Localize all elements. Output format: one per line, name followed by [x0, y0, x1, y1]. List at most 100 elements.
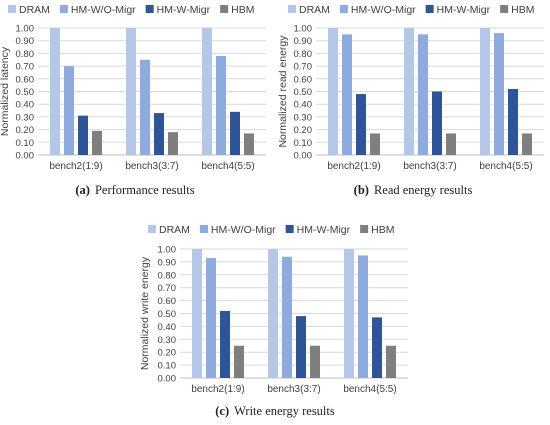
bar-hm-w-migr-bench3-3-7 — [432, 91, 442, 155]
y-tick-label: 0.20 — [16, 125, 35, 136]
bar-hm-w-o-migr-bench3-3-7 — [282, 256, 292, 378]
bar-hbm-bench3-3-7 — [446, 133, 456, 155]
x-tick-label: bench2(1:9) — [191, 384, 244, 395]
bar-hbm-bench2-1-9 — [234, 345, 244, 378]
y-tick-label: 0.30 — [16, 112, 35, 123]
y-axis-label: Normalized read energy — [278, 35, 289, 148]
bar-dram-bench3-3-7 — [404, 28, 414, 155]
legend-swatch-hbm — [360, 225, 369, 233]
y-tick-label: 1.00 — [158, 245, 177, 256]
y-tick-label: 0.90 — [294, 36, 313, 47]
legend-label-hm-w-migr: HM-W-Migr — [297, 224, 351, 236]
y-tick-label: 0.50 — [158, 309, 177, 320]
bar-hbm-bench4-5-5 — [386, 345, 396, 378]
legend-label-dram: DRAM — [299, 4, 330, 16]
legend-swatch-hbm — [220, 5, 229, 13]
y-tick-label: 1.00 — [294, 24, 313, 35]
y-axis-label: Normalized write energy — [139, 256, 151, 370]
y-tick-label: 0.80 — [294, 49, 313, 60]
bar-hm-w-migr-bench2-1-9 — [78, 115, 88, 155]
bar-hm-w-migr-bench3-3-7 — [296, 316, 306, 378]
legend-swatch-hm-w-migr — [425, 5, 434, 13]
y-tick-label: 0.40 — [294, 100, 313, 111]
legend-swatch-hm-w-o-migr — [199, 225, 208, 233]
x-tick-label: bench3(3:7) — [403, 161, 456, 172]
bar-hbm-bench4-5-5 — [244, 133, 254, 155]
write-energy-chart: DRAM HM-W/O-Migr HM-W-Migr HBM 0.00 0.10 0.20 0… — [139, 224, 408, 395]
bar-hbm-bench4-5-5 — [522, 133, 532, 155]
legend-label-hbm: HBM — [511, 4, 534, 16]
legend-label-dram: DRAM — [19, 4, 50, 16]
caption-letter: (b) — [353, 183, 369, 197]
legend-swatch-hm-w-migr — [285, 225, 294, 233]
y-tick-label: 0.10 — [16, 138, 35, 149]
y-axis-label: Normalized latency — [0, 46, 11, 136]
bar-hbm-bench2-1-9 — [92, 130, 102, 155]
bar-hm-w-o-migr-bench2-1-9 — [206, 258, 216, 378]
x-tick-label: bench4(5:5) — [343, 384, 396, 395]
legend-label-hm-w-o-migr: HM-W/O-Migr — [71, 4, 136, 16]
y-tick-label: 0.60 — [294, 74, 313, 85]
legend-label-hbm: HBM — [371, 224, 394, 236]
chart-panel-b: DRAM HM-W/O-Migr HM-W-Migr HBM 0.00 0.10 0.20 0… — [278, 0, 548, 200]
legend-swatch-dram — [8, 5, 16, 13]
bar-hm-w-migr-bench2-1-9 — [220, 310, 230, 378]
y-tick-label: 0.50 — [294, 87, 313, 98]
y-tick-label: 0.40 — [16, 100, 35, 111]
legend: DRAM HM-W/O-Migr HM-W-Migr HBM — [8, 4, 254, 16]
bar-hbm-bench3-3-7 — [168, 132, 178, 155]
caption-letter: (a) — [75, 183, 90, 197]
caption-text: Performance results — [94, 183, 195, 197]
y-tick-label: 0.30 — [158, 335, 177, 346]
bar-dram-bench4-5-5 — [202, 28, 212, 155]
y-tick-label: 0.60 — [158, 296, 177, 307]
bar-dram-bench4-5-5 — [480, 28, 490, 155]
bar-hm-w-migr-bench4-5-5 — [508, 88, 518, 155]
y-tick-label: 1.00 — [16, 24, 35, 35]
bar-dram-bench2-1-9 — [328, 28, 338, 155]
x-tick-label: bench2(1:9) — [327, 161, 380, 172]
bar-dram-bench4-5-5 — [344, 249, 354, 378]
chart-caption-b: (b) Read energy results — [278, 183, 548, 198]
y-tick-label: 0.90 — [16, 36, 35, 47]
legend-swatch-hbm — [500, 5, 509, 13]
legend-label-hbm: HBM — [231, 4, 254, 16]
y-tick-label: 0.90 — [158, 257, 177, 268]
bar-hbm-bench2-1-9 — [370, 133, 380, 155]
legend-swatch-hm-w-o-migr — [339, 5, 348, 13]
bar-hm-w-o-migr-bench4-5-5 — [358, 255, 368, 378]
chart-caption-a: (a) Performance results — [0, 183, 270, 198]
y-tick-label: 0.80 — [158, 270, 177, 281]
y-tick-label: 0.10 — [158, 361, 177, 372]
legend: DRAM HM-W/O-Migr HM-W-Migr HBM — [288, 4, 534, 16]
legend-swatch-dram — [288, 5, 296, 13]
chart-panel-a: DRAM HM-W/O-Migr HM-W-Migr HBM 0.00 0.10 0.20 0… — [0, 0, 270, 200]
y-tick-label: 0.30 — [294, 112, 313, 123]
bar-dram-bench3-3-7 — [268, 249, 278, 378]
legend-swatch-hm-w-o-migr — [59, 5, 68, 13]
y-tick-label: 0.00 — [16, 151, 35, 162]
bar-dram-bench2-1-9 — [192, 249, 202, 378]
legend-label-dram: DRAM — [159, 224, 190, 236]
read-energy-chart: DRAM HM-W/O-Migr HM-W-Migr HBM 0.00 0.10 0.20 0… — [278, 4, 544, 172]
x-tick-label: bench4(5:5) — [479, 161, 532, 172]
bar-hm-w-migr-bench2-1-9 — [356, 94, 366, 155]
bar-hm-w-o-migr-bench2-1-9 — [64, 66, 74, 155]
bar-dram-bench2-1-9 — [50, 28, 60, 155]
caption-letter: (c) — [215, 404, 230, 418]
y-tick-label: 0.80 — [16, 49, 35, 60]
y-tick-label: 0.40 — [158, 322, 177, 333]
legend-label-hm-w-o-migr: HM-W/O-Migr — [351, 4, 416, 16]
y-tick-label: 0.10 — [294, 138, 313, 149]
bar-hm-w-o-migr-bench3-3-7 — [418, 34, 428, 155]
bar-hm-w-o-migr-bench4-5-5 — [216, 55, 226, 155]
legend-label-hm-w-migr: HM-W-Migr — [157, 4, 211, 16]
bar-dram-bench3-3-7 — [126, 28, 136, 155]
legend-label-hm-w-o-migr: HM-W/O-Migr — [211, 224, 276, 236]
bar-hm-w-migr-bench4-5-5 — [230, 111, 240, 155]
performance-chart: DRAM HM-W/O-Migr HM-W-Migr HBM 0.00 0.10 0.20 0… — [0, 4, 266, 172]
y-tick-label: 0.00 — [158, 374, 177, 385]
bar-hm-w-migr-bench4-5-5 — [372, 317, 382, 378]
legend-label-hm-w-migr: HM-W-Migr — [437, 4, 491, 16]
x-tick-label: bench2(1:9) — [49, 161, 102, 172]
